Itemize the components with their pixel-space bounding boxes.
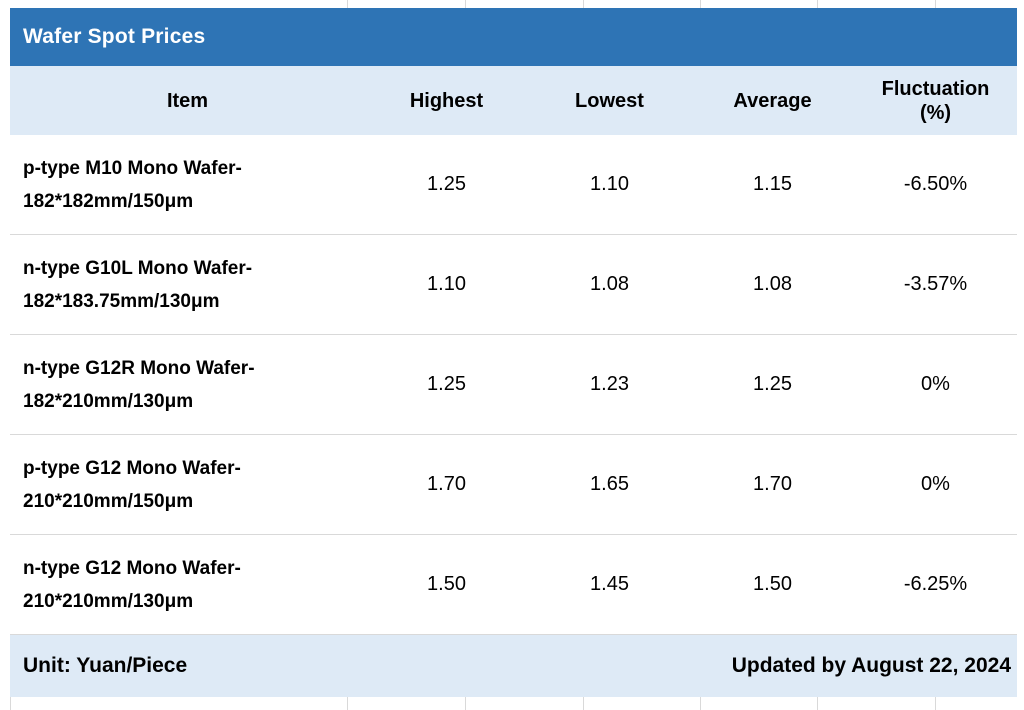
fluctuation-cell: -6.50% <box>903 173 968 195</box>
fluctuation-cell: 0% <box>921 473 950 495</box>
gridline <box>700 0 701 8</box>
table-row: p-type M10 Mono Wafer- 182*182mm/150μm 1… <box>10 135 1017 235</box>
unit-note: Unit: Yuan/Piece <box>23 654 188 677</box>
gridline <box>10 697 11 710</box>
updated-note: Updated by August 22, 2024 <box>731 654 1011 677</box>
item-name: n-type G12 Mono Wafer- <box>23 557 241 579</box>
fluctuation-cell: -6.25% <box>903 573 968 595</box>
gridline <box>583 0 584 8</box>
column-header-lowest: Lowest <box>575 89 644 112</box>
gridline <box>465 0 466 8</box>
column-header-highest: Highest <box>409 89 484 112</box>
table-footer-row: Unit: Yuan/Piece Updated by August 22, 2… <box>10 635 1017 697</box>
highest-cell: 1.10 <box>427 273 466 295</box>
column-header-fluctuation-line1: Fluctuation <box>881 77 990 100</box>
fluctuation-cell: -3.57% <box>903 273 968 295</box>
column-header-fluctuation-line2: (%) <box>919 101 952 124</box>
table-row: n-type G12 Mono Wafer- 210*210mm/130μm 1… <box>10 535 1017 635</box>
spreadsheet-gridline-strip-bottom <box>0 697 1024 710</box>
gridline <box>583 697 584 710</box>
item-spec: 182*183.75mm/130μm <box>23 290 220 312</box>
item-cell: n-type G12R Mono Wafer- 182*210mm/130μm <box>10 352 365 418</box>
average-cell: 1.70 <box>753 473 792 495</box>
average-cell: 1.15 <box>753 173 792 195</box>
average-cell: 1.50 <box>753 573 792 595</box>
gridline <box>347 697 348 710</box>
gridline <box>700 697 701 710</box>
column-header-item: Item <box>166 89 209 112</box>
lowest-cell: 1.45 <box>590 573 629 595</box>
item-cell: p-type G12 Mono Wafer- 210*210mm/150μm <box>10 452 365 518</box>
column-header-fluctuation: Fluctuation (%) <box>854 77 1017 125</box>
item-name: n-type G10L Mono Wafer- <box>23 257 253 279</box>
gridline <box>347 0 348 8</box>
table-row: p-type G12 Mono Wafer- 210*210mm/150μm 1… <box>10 435 1017 535</box>
average-cell: 1.25 <box>753 373 792 395</box>
item-spec: 210*210mm/150μm <box>23 490 194 512</box>
item-spec: 182*182mm/150μm <box>23 190 194 212</box>
lowest-cell: 1.10 <box>590 173 629 195</box>
highest-cell: 1.70 <box>427 473 466 495</box>
gridline <box>817 697 818 710</box>
item-name: p-type M10 Mono Wafer- <box>23 157 242 179</box>
highest-cell: 1.25 <box>427 373 466 395</box>
highest-cell: 1.50 <box>427 573 466 595</box>
item-spec: 182*210mm/130μm <box>23 390 194 412</box>
lowest-cell: 1.08 <box>590 273 629 295</box>
lowest-cell: 1.65 <box>590 473 629 495</box>
fluctuation-cell: 0% <box>921 373 950 395</box>
gridline <box>465 697 466 710</box>
average-cell: 1.08 <box>753 273 792 295</box>
wafer-spot-prices-table: Wafer Spot Prices Item Highest Lowest Av… <box>10 8 1017 697</box>
item-spec: 210*210mm/130μm <box>23 590 194 612</box>
column-header-average: Average <box>733 89 812 112</box>
table-row: n-type G12R Mono Wafer- 182*210mm/130μm … <box>10 335 1017 435</box>
gridline <box>935 0 936 8</box>
lowest-cell: 1.23 <box>590 373 629 395</box>
table-row: n-type G10L Mono Wafer- 182*183.75mm/130… <box>10 235 1017 335</box>
item-cell: n-type G10L Mono Wafer- 182*183.75mm/130… <box>10 252 365 318</box>
item-name: n-type G12R Mono Wafer- <box>23 357 255 379</box>
item-cell: n-type G12 Mono Wafer- 210*210mm/130μm <box>10 552 365 618</box>
item-name: p-type G12 Mono Wafer- <box>23 457 241 479</box>
item-cell: p-type M10 Mono Wafer- 182*182mm/150μm <box>10 152 365 218</box>
highest-cell: 1.25 <box>427 173 466 195</box>
table-title: Wafer Spot Prices <box>23 25 206 48</box>
spreadsheet-gridline-strip-top <box>0 0 1024 8</box>
gridline <box>817 0 818 8</box>
gridline <box>935 697 936 710</box>
table-header-row: Item Highest Lowest Average Fluctuation … <box>10 66 1017 135</box>
table-title-bar: Wafer Spot Prices <box>10 8 1017 66</box>
